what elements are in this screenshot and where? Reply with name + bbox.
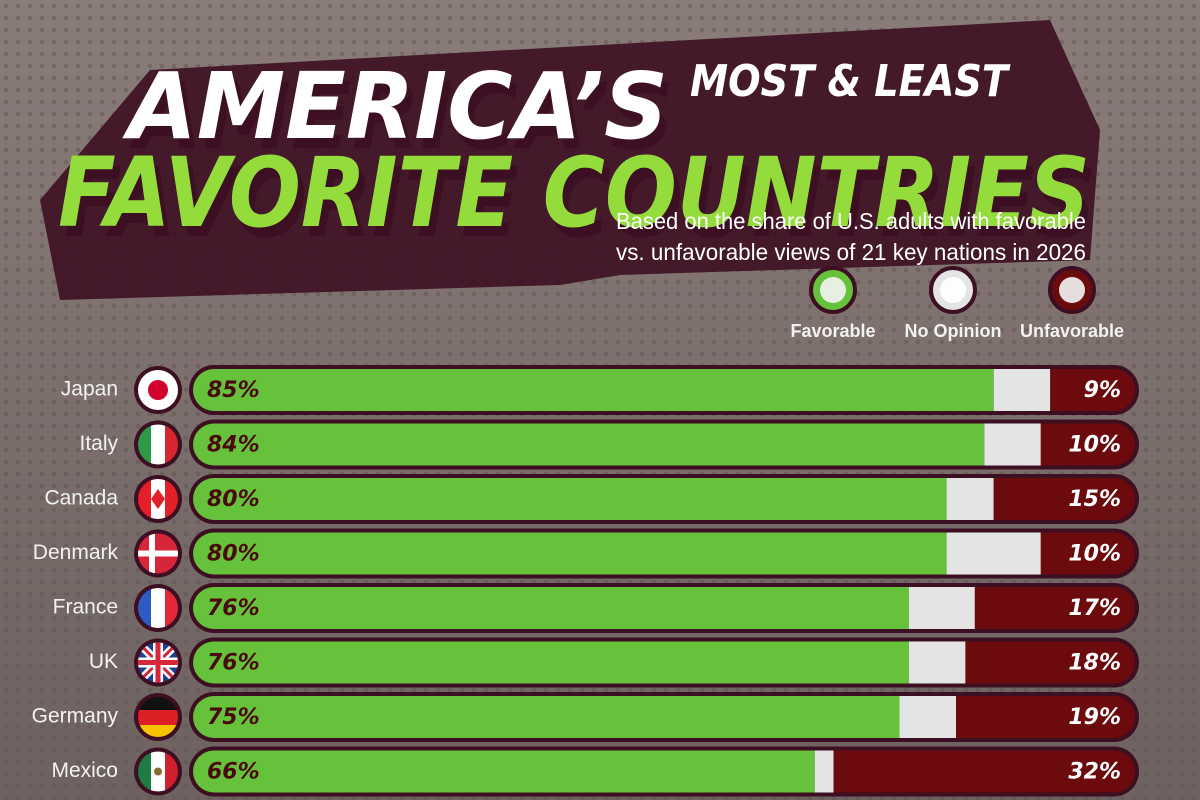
flag-part [165, 588, 178, 628]
title: AMERICA’S AMERICA’S MOST & LEAST FAVORIT… [58, 53, 1096, 265]
bar-row [193, 587, 1135, 629]
value-label: 84% [207, 433, 260, 458]
flag [138, 533, 178, 574]
title-line: AMERICA’S [122, 53, 668, 160]
bar-segment [993, 478, 1135, 520]
value-label: 9% [1084, 378, 1121, 403]
bar-segment [908, 641, 966, 684]
value-label: 66% [207, 760, 260, 785]
flag-part [165, 479, 178, 519]
title-line: FAVORITE COUNTRIES [58, 137, 1090, 249]
bar-segment [956, 696, 1135, 738]
bar-segment [1040, 423, 1135, 466]
bar-segment [193, 369, 994, 411]
flag-part [138, 424, 151, 465]
flag [138, 751, 178, 792]
bar-segment [946, 532, 1041, 575]
bar-segment [993, 369, 1051, 411]
bar-segment [908, 587, 975, 629]
value-label: 80% [207, 487, 260, 512]
bar-segment [193, 750, 815, 793]
bar-segment [984, 423, 1041, 466]
legend: Favorable No Opinion Unfavorable [790, 266, 1124, 341]
flag-part [138, 550, 178, 557]
flag-part [165, 424, 178, 465]
flag [138, 424, 178, 465]
bar-row [193, 423, 1135, 466]
flag-part [151, 424, 165, 465]
bar-row [193, 696, 1135, 738]
value-label: 10% [1068, 433, 1121, 458]
subtitle: Based on the share of U.S. adults with f… [616, 208, 1086, 234]
flag-part [154, 767, 162, 776]
flag-part [138, 751, 151, 792]
bar-row [193, 641, 1135, 684]
bar-segment [193, 532, 947, 575]
bar-row [193, 369, 1135, 411]
bar-row [193, 532, 1135, 575]
value-label: 17% [1068, 596, 1121, 621]
bar-segment [899, 696, 957, 738]
category-label: Mexico [51, 759, 118, 782]
flag-part [138, 697, 178, 710]
flag-part [138, 710, 178, 725]
bar-segment [193, 478, 947, 520]
bar-segment [193, 696, 900, 738]
category-label: Germany [32, 705, 119, 728]
bar-segment [1050, 369, 1135, 411]
subtitle: vs. unfavorable views of 21 key nations … [616, 239, 1086, 265]
value-label: 10% [1068, 542, 1121, 567]
legend-icon-inner [940, 277, 966, 303]
bar-segment [193, 423, 985, 466]
category-label: Denmark [33, 541, 119, 564]
title-shadow: AMERICA’S [128, 63, 674, 170]
legend-label: Favorable [790, 321, 875, 341]
bar-segment [193, 641, 909, 684]
category-label: Canada [44, 487, 118, 510]
legend-icon-inner [820, 277, 846, 303]
flag-part [165, 751, 178, 792]
flag [138, 697, 178, 737]
flag-part [151, 489, 165, 509]
value-label: 76% [207, 651, 260, 676]
value-label: 85% [207, 378, 260, 403]
flag-part [138, 725, 178, 737]
value-label: 76% [207, 596, 260, 621]
bar-row [193, 478, 1135, 520]
flag-part [138, 588, 151, 628]
bar-segment [965, 641, 1135, 684]
value-label: 32% [1068, 760, 1121, 785]
flag [138, 588, 178, 628]
flag-part [155, 642, 161, 683]
category-label: Italy [79, 432, 118, 455]
bar-segment [974, 587, 1135, 629]
legend-icon-inner [1059, 277, 1085, 303]
bar-segment [1040, 532, 1135, 575]
legend-label: No Opinion [905, 321, 1002, 341]
bar-segment [814, 750, 834, 793]
category-label: France [53, 596, 118, 619]
flag-part [138, 479, 151, 519]
flag [138, 370, 178, 410]
flag-part [148, 380, 168, 400]
value-label: 15% [1068, 487, 1121, 512]
title-small: MOST & LEAST [690, 56, 1011, 107]
category-label: UK [89, 650, 118, 673]
flag-part [151, 588, 165, 628]
value-label: 19% [1068, 705, 1121, 730]
flag [138, 479, 178, 519]
title-backdrop [40, 20, 1100, 300]
legend-label: Unfavorable [1020, 321, 1124, 341]
value-label: 75% [207, 705, 260, 730]
bar-row [193, 750, 1135, 793]
category-label: Japan [61, 378, 118, 401]
value-label: 80% [207, 542, 260, 567]
bars: Japan 85% 9% Italy 84% 10% Canada 80% 15% Denmark… [32, 365, 1139, 797]
bar-segment [946, 478, 994, 520]
title-shadow: FAVORITE COUNTRIES [64, 147, 1096, 259]
value-label: 18% [1068, 651, 1121, 676]
bar-segment [833, 750, 1135, 793]
bar-segment [193, 587, 909, 629]
